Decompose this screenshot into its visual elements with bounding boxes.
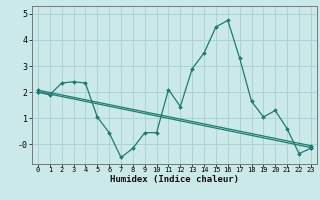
X-axis label: Humidex (Indice chaleur): Humidex (Indice chaleur) (110, 175, 239, 184)
